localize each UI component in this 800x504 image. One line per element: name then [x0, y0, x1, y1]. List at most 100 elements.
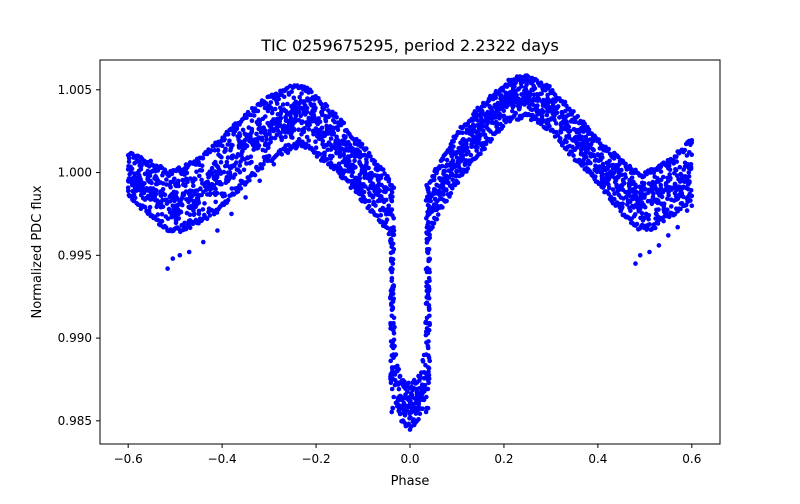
data-point — [187, 193, 193, 198]
x-axis: −0.6 −0.4 −0.2 0.0 0.2 0.4 0.6 — [114, 444, 701, 466]
data-point — [380, 205, 386, 211]
data-point — [588, 160, 593, 166]
data-point — [389, 198, 395, 203]
data-point — [420, 391, 425, 396]
data-point — [246, 133, 252, 139]
data-point — [446, 175, 452, 180]
data-point — [146, 178, 151, 184]
data-point — [301, 129, 307, 135]
data-point — [313, 145, 319, 150]
data-point — [385, 225, 390, 231]
data-point — [324, 123, 329, 129]
data-point — [192, 211, 197, 217]
data-point — [341, 141, 347, 146]
data-point — [126, 166, 132, 172]
data-point — [197, 173, 202, 179]
data-point — [576, 130, 582, 136]
data-point — [390, 284, 396, 289]
data-point — [153, 188, 159, 193]
data-point — [424, 326, 430, 331]
data-point — [576, 157, 582, 163]
data-point — [532, 86, 538, 91]
data-point — [459, 156, 465, 161]
data-point — [381, 189, 387, 194]
data-point — [271, 162, 277, 167]
data-point — [257, 178, 263, 184]
data-point — [434, 182, 439, 188]
data-point — [539, 107, 545, 113]
data-point — [221, 138, 227, 143]
data-point — [460, 137, 465, 143]
data-point — [362, 168, 368, 173]
data-point — [460, 130, 465, 136]
data-point — [171, 190, 177, 196]
data-point — [426, 365, 432, 371]
data-point — [231, 175, 236, 180]
data-point — [391, 320, 396, 326]
data-point — [425, 405, 431, 411]
data-point — [236, 152, 242, 158]
data-point — [142, 204, 148, 210]
data-point — [215, 147, 221, 153]
data-point — [229, 142, 234, 148]
data-point — [212, 169, 218, 174]
data-point — [280, 102, 286, 107]
data-point — [244, 143, 250, 149]
data-point — [540, 101, 546, 106]
y-tick-label: 0.990 — [58, 331, 92, 345]
data-point — [454, 169, 459, 174]
data-point — [502, 101, 508, 107]
data-point — [343, 163, 349, 168]
data-point — [206, 174, 211, 180]
data-point — [391, 394, 397, 400]
data-point — [654, 211, 659, 217]
data-point — [272, 106, 278, 112]
data-point — [209, 165, 215, 171]
data-point — [426, 267, 432, 272]
data-point — [425, 187, 431, 193]
data-point — [271, 120, 277, 126]
data-point — [283, 115, 288, 120]
data-point — [627, 181, 633, 187]
data-point — [391, 355, 396, 361]
data-point — [375, 198, 381, 204]
data-point — [621, 181, 626, 187]
data-point — [564, 134, 569, 139]
data-point — [570, 138, 576, 143]
data-point — [425, 343, 431, 349]
data-point — [581, 143, 587, 148]
data-point — [647, 222, 652, 227]
data-point — [489, 107, 494, 112]
x-tick-label: −0.2 — [301, 452, 330, 466]
y-tick-label: 1.000 — [58, 166, 92, 180]
data-point — [482, 132, 488, 138]
data-point — [180, 177, 186, 183]
data-point — [321, 106, 327, 112]
data-point — [509, 90, 515, 96]
data-point — [254, 131, 259, 137]
data-point — [227, 170, 233, 175]
data-point — [235, 189, 241, 194]
data-point — [612, 196, 617, 202]
data-point — [615, 167, 621, 173]
data-point — [688, 188, 694, 193]
data-point — [364, 160, 369, 165]
x-axis-label: Phase — [391, 474, 430, 489]
data-point — [148, 186, 153, 191]
data-point — [172, 198, 177, 204]
data-point — [484, 125, 490, 130]
data-point — [173, 220, 179, 226]
data-point — [132, 195, 138, 201]
data-point — [136, 174, 141, 180]
data-point — [665, 196, 670, 202]
data-point — [569, 149, 575, 154]
data-point — [363, 163, 369, 169]
data-point — [575, 114, 580, 119]
data-point — [253, 137, 258, 142]
data-point — [130, 188, 135, 194]
data-point — [199, 168, 205, 173]
data-point — [614, 182, 619, 188]
data-point — [487, 103, 492, 109]
data-point — [328, 136, 334, 141]
data-point — [637, 200, 642, 206]
